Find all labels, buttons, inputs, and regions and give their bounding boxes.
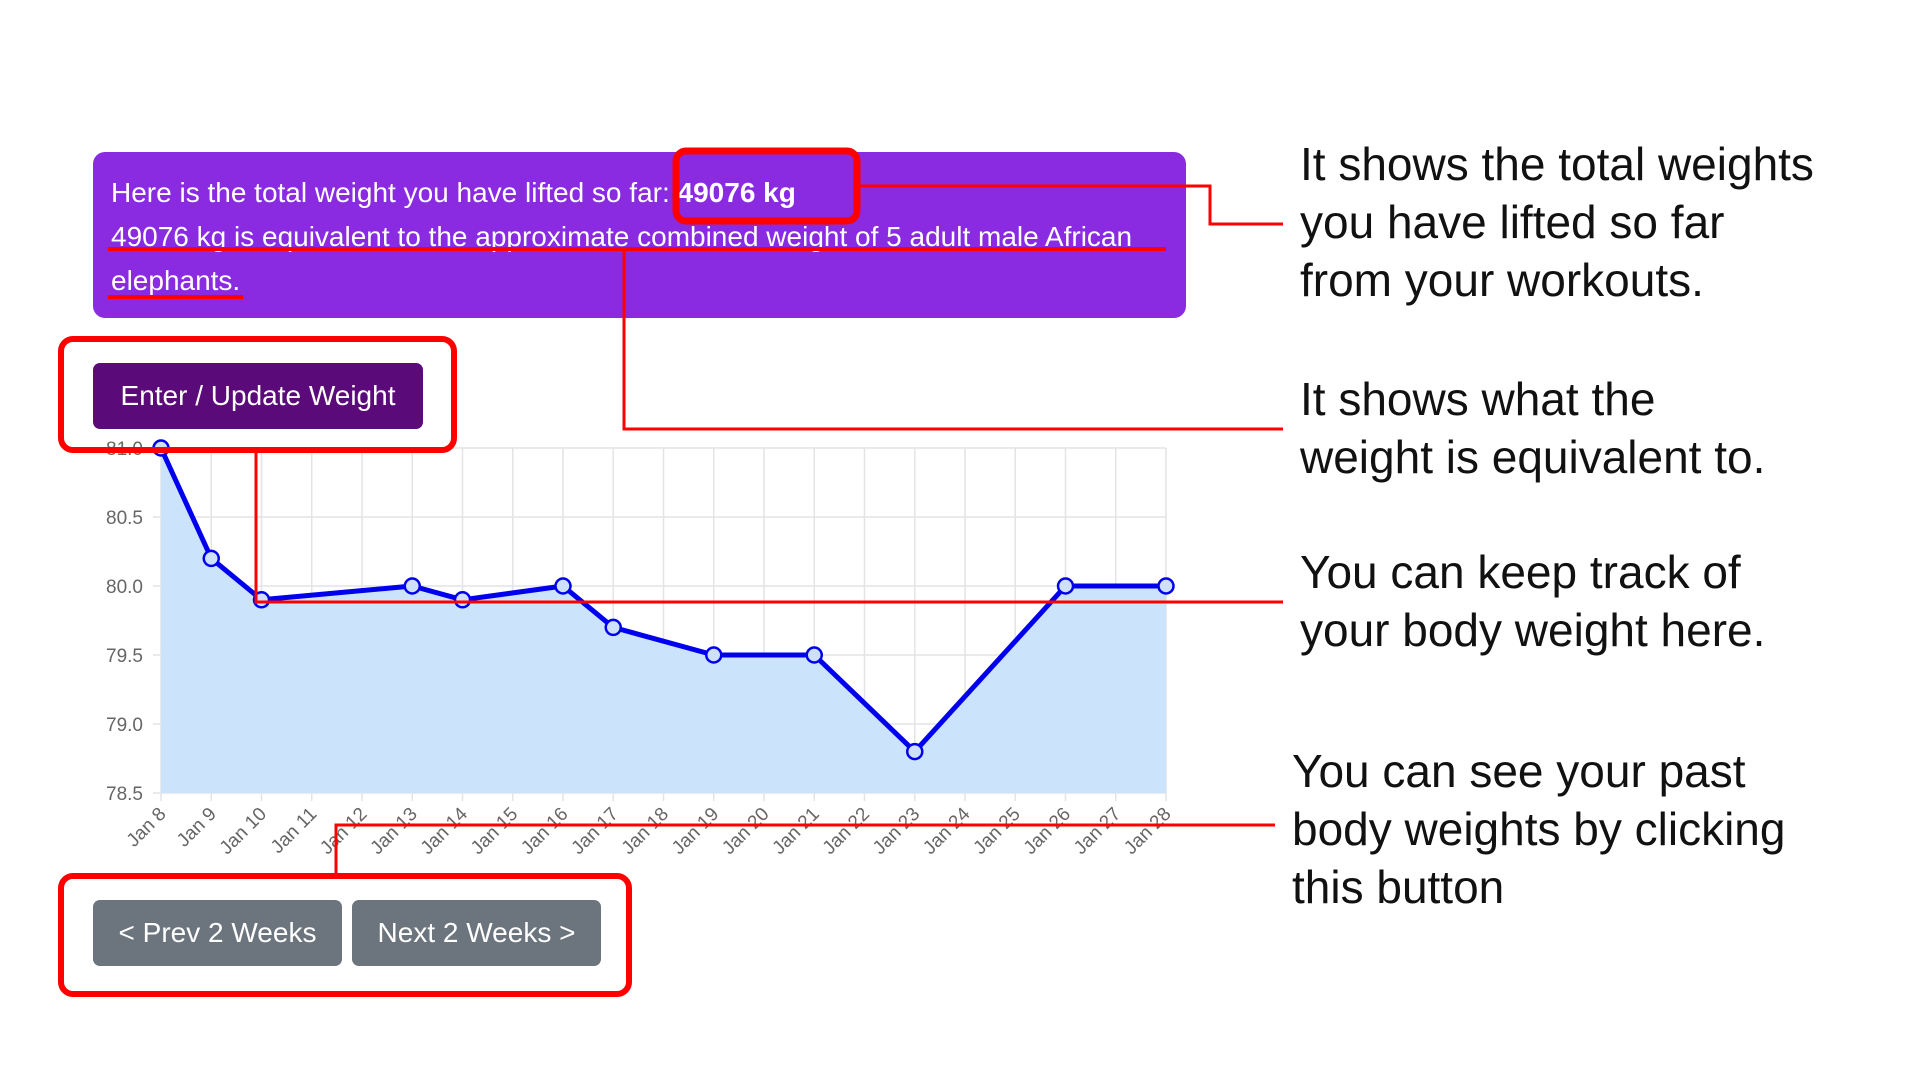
total-weight-callout: It shows the total weights you have lift…: [1300, 138, 1814, 306]
next-2-weeks-button[interactable]: Next 2 Weeks >: [352, 900, 601, 966]
past-callout-connector: [334, 823, 1275, 876]
x-tick-label: Jan 13: [367, 804, 422, 859]
data-point[interactable]: [604, 618, 622, 637]
total-weight-value: 49076 kg: [677, 177, 796, 208]
y-tick-label: 78.5: [106, 784, 143, 805]
data-point[interactable]: [554, 577, 572, 595]
prev-2-weeks-button[interactable]: < Prev 2 Weeks: [93, 900, 342, 966]
y-tick-label: 80.0: [106, 577, 143, 598]
x-tick-label: Jan 19: [668, 804, 723, 859]
equivalent-callout-connector: [622, 249, 1283, 431]
data-point[interactable]: [202, 549, 220, 568]
y-tick-label: 80.5: [106, 508, 143, 529]
weight-equivalent-text: 49076 kg is equivalent to the approximat…: [111, 221, 1133, 296]
data-point[interactable]: [1056, 577, 1075, 595]
total-callout-connector: [857, 184, 1283, 226]
x-tick-label: Jan 25: [970, 804, 1025, 859]
weight-area-fill: [161, 448, 1166, 793]
total-weight-label: Here is the total weight you have lifted…: [111, 177, 670, 208]
data-point[interactable]: [453, 591, 472, 609]
data-point[interactable]: [805, 646, 823, 664]
x-tick-label: Jan 28: [1120, 804, 1175, 859]
x-tick-label: Jan 14: [417, 803, 472, 858]
total-weight-banner: Here is the total weight you have lifted…: [93, 152, 1186, 318]
x-tick-label: Jan 24: [919, 803, 974, 858]
x-tick-label: Jan 11: [267, 804, 321, 858]
x-tick-label: Jan 26: [1020, 804, 1075, 859]
annotation-overlay: [58, 147, 1283, 997]
y-tick-label: 79.5: [106, 646, 143, 667]
data-point[interactable]: [252, 591, 271, 609]
enter-update-weight-button[interactable]: Enter / Update Weight: [93, 363, 423, 429]
y-tick-label: 79.0: [106, 715, 143, 736]
data-point[interactable]: [705, 646, 723, 664]
x-tick-label: Jan 23: [869, 804, 924, 859]
equivalent-callout: It shows what the weight is equivalent t…: [1300, 373, 1766, 483]
past-weights-callout: You can see your past body weights by cl…: [1292, 745, 1786, 913]
nav-buttons-highlight-box: [58, 873, 632, 997]
enter-button-highlight-box: [58, 336, 457, 453]
x-tick-label: Jan 12: [316, 804, 371, 859]
data-point[interactable]: [1157, 577, 1175, 595]
x-tick-label: Jan 21: [769, 804, 824, 859]
data-point[interactable]: [906, 742, 924, 761]
x-tick-label: Jan 10: [216, 804, 271, 859]
track-weight-callout: You can keep track of your body weight h…: [1300, 546, 1766, 656]
x-tick-label: Jan 17: [568, 804, 623, 859]
total-weight-line: Here is the total weight you have lifted…: [111, 171, 1166, 215]
x-tick-label: Jan 27: [1070, 804, 1125, 859]
x-tick-label: Jan 9: [173, 804, 221, 852]
x-tick-label: Jan 20: [718, 804, 773, 859]
x-tick-label: Jan 8: [123, 804, 171, 852]
track-callout-connector: [254, 450, 1283, 604]
x-tick-label: Jan 16: [517, 804, 572, 859]
x-tick-label: Jan 22: [819, 804, 874, 859]
x-tick-label: Jan 18: [618, 804, 673, 859]
data-point[interactable]: [403, 577, 421, 595]
total-value-highlight-box: [672, 147, 861, 225]
weight-series-line: [158, 446, 1166, 755]
x-tick-label: Jan 15: [467, 804, 522, 859]
